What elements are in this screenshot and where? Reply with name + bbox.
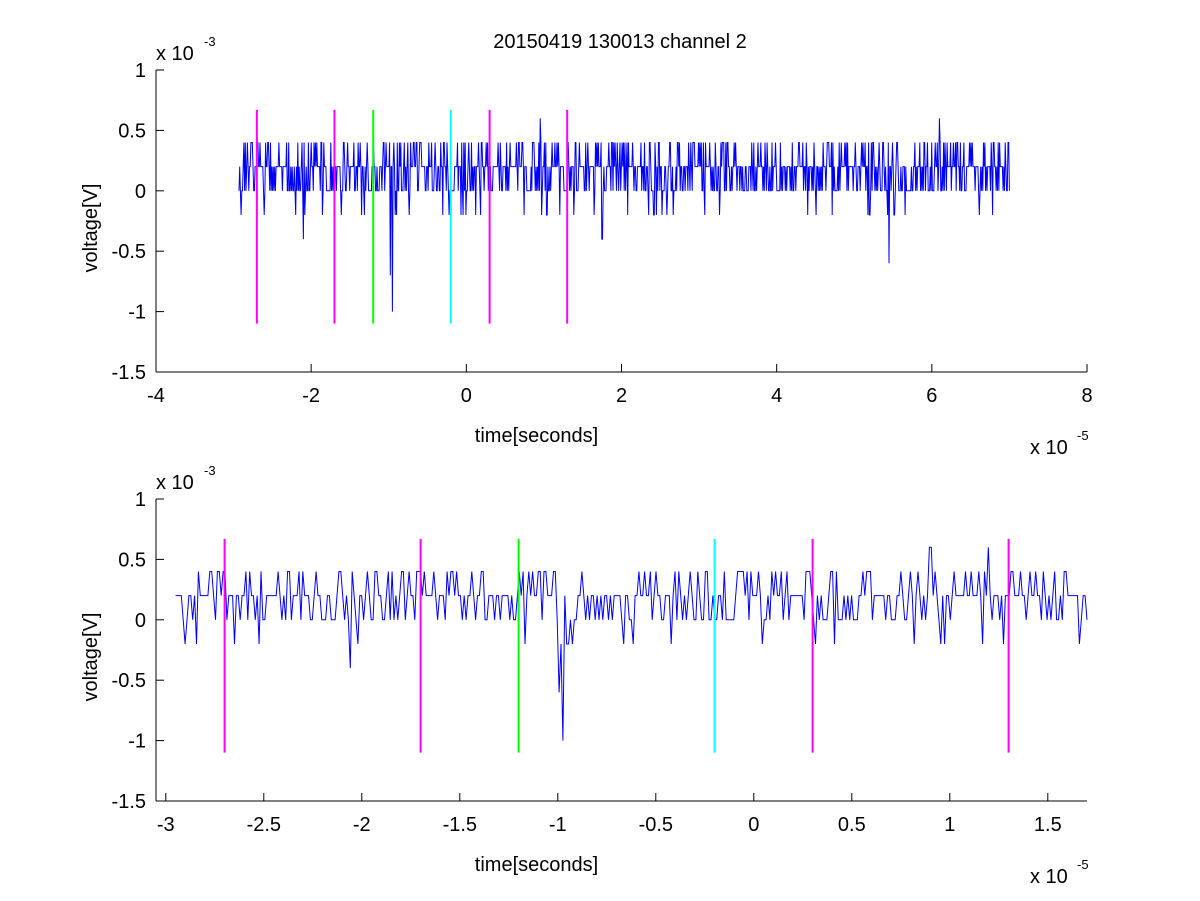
x-tick-label: -0.5 — [639, 814, 673, 836]
x-tick-label: -4 — [147, 385, 165, 407]
y-tick-label: -0.5 — [112, 670, 146, 692]
x-tick-label: 0 — [748, 814, 759, 836]
y-tick-label: -1 — [128, 302, 146, 324]
y-tick-label: -0.5 — [112, 241, 146, 263]
x-tick-label: 0.5 — [838, 814, 866, 836]
x-tick-label: -2.5 — [247, 814, 281, 836]
y-tick-label: 0.5 — [118, 120, 146, 142]
y-tick-label: 0 — [135, 610, 146, 632]
signal-trace — [175, 546, 1088, 741]
x-tick-label: 6 — [926, 385, 937, 407]
y-tick-label: -1 — [128, 731, 146, 753]
y-tick-label: 0 — [135, 181, 146, 203]
x-axis-label: time[seconds] — [475, 854, 598, 876]
x-tick-label: 1 — [944, 814, 955, 836]
y-axis-label: voltage[V] — [80, 613, 102, 702]
x-tick-label: -3 — [157, 814, 175, 836]
x-tick-label: 0 — [461, 385, 472, 407]
y-axis-label: voltage[V] — [80, 184, 102, 273]
y-tick-label: -1.5 — [112, 791, 146, 813]
x-exponent-power: -5 — [1077, 428, 1089, 443]
signal-trace — [238, 118, 1010, 312]
x-tick-label: -1 — [549, 814, 567, 836]
top-plot: -4 -2 0 2 4 6 8 -1.5 -1 -0.5 0 0.5 1 time[seconds] vol… — [80, 34, 1093, 459]
y-exponent-power: -3 — [204, 463, 216, 478]
x-exponent-power: -5 — [1077, 857, 1089, 872]
y-tick-label: 0.5 — [118, 549, 146, 571]
x-axis-label: time[seconds] — [475, 425, 598, 447]
y-exponent-label: x 10 — [156, 472, 194, 494]
x-tick-label: 8 — [1081, 385, 1092, 407]
x-tick-label: -1.5 — [443, 814, 477, 836]
y-tick-label: 1 — [135, 60, 146, 82]
bottom-plot: -3 -2.5 -2 -1.5 -1 -0.5 0 0.5 1 1.5 -1.5 -1 -0.5 0 0.5… — [80, 463, 1089, 888]
y-tick-label: -1.5 — [112, 362, 146, 384]
x-tick-label: -2 — [302, 385, 320, 407]
y-tick-label: 1 — [135, 489, 146, 511]
y-exponent-power: -3 — [204, 34, 216, 49]
figure-title: 20150419 130013 channel 2 — [493, 31, 747, 53]
x-tick-label: -2 — [353, 814, 371, 836]
x-exponent-label: x 10 — [1030, 866, 1068, 888]
x-tick-label: 1.5 — [1034, 814, 1062, 836]
x-exponent-label: x 10 — [1030, 437, 1068, 459]
y-exponent-label: x 10 — [156, 43, 194, 65]
x-tick-label: 4 — [771, 385, 782, 407]
x-tick-label: 2 — [616, 385, 627, 407]
